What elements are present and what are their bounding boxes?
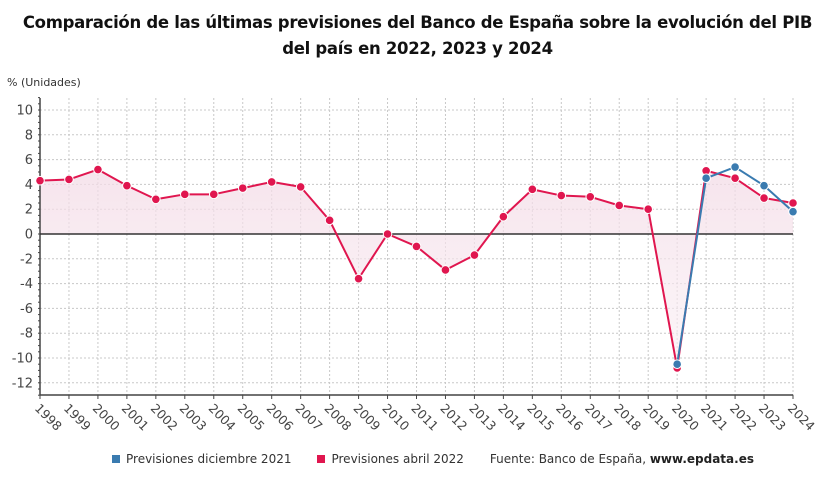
y-tick-label: -10 (12, 352, 33, 367)
data-point-abril-2022-2018 (614, 200, 625, 211)
x-tick-label: 2010 (379, 401, 412, 434)
x-tick-label: 1998 (32, 401, 65, 434)
data-point-abril-2022-2024 (788, 198, 798, 208)
data-point-abril-2022-2023 (759, 193, 769, 203)
x-tick-label: 2009 (350, 401, 383, 434)
legend-label: Previsiones diciembre 2021 (126, 452, 292, 466)
data-point-abril-2022-1998 (35, 175, 45, 186)
legend-swatch-red (317, 455, 326, 463)
x-tick-label: 2007 (293, 401, 326, 434)
chart-title-line-1: Comparación de las últimas previsiones d… (22, 13, 813, 32)
x-tick-label: 2019 (640, 401, 673, 434)
data-point-diciembre-2021-2020 (672, 359, 682, 370)
y-tick-label: 6 (25, 153, 33, 168)
y-tick-label: 0 (25, 228, 33, 243)
data-point-abril-2022-2011 (411, 241, 422, 252)
chart-title: Comparación de las últimas previsiones d… (0, 10, 835, 62)
x-tick-label: 2023 (756, 401, 789, 434)
y-axis-label: % (Unidades) (7, 76, 81, 89)
y-tick-label: -6 (20, 302, 33, 317)
source-note: Fuente: Banco de España, www.epdata.es (490, 452, 754, 466)
source-label: Fuente: Banco de España, (489, 452, 650, 466)
data-point-abril-2022-2017 (585, 192, 596, 202)
x-tick-label: 2001 (119, 401, 152, 434)
x-tick-labels: 1998199920002001200220032004200520062007… (32, 401, 818, 434)
legend-label: Previsiones abril 2022 (331, 452, 464, 466)
x-tick-label: 2024 (785, 401, 818, 434)
gridlines (40, 98, 794, 395)
data-point-abril-2022-2005 (237, 183, 248, 193)
legend-swatch-blue (112, 455, 120, 463)
data-point-abril-2022-2004 (208, 189, 219, 200)
y-tick-label: 4 (25, 178, 33, 193)
x-tick-label: 2021 (698, 401, 731, 434)
y-tick-label: 10 (16, 104, 33, 119)
x-tick-label: 2020 (669, 401, 702, 434)
data-point-abril-2022-2003 (180, 189, 190, 200)
x-tick-label: 2013 (466, 401, 499, 434)
axes (38, 97, 794, 399)
data-point-abril-2022-2016 (556, 190, 567, 201)
x-tick-label: 2016 (553, 401, 586, 434)
data-point-abril-2022-2006 (266, 177, 277, 187)
x-tick-label: 2015 (524, 401, 557, 434)
y-tick-label: 8 (25, 128, 33, 143)
data-point-abril-2022-2012 (440, 265, 451, 275)
series-points (35, 162, 798, 373)
data-point-diciembre-2021-2021 (701, 173, 711, 183)
x-tick-label: 1999 (61, 401, 94, 434)
x-tick-label: 2000 (90, 401, 123, 434)
data-point-abril-2022-1999 (64, 174, 74, 185)
x-tick-label: 2005 (235, 401, 268, 434)
x-tick-label: 2017 (582, 401, 615, 434)
data-point-abril-2022-2008 (324, 215, 335, 226)
legend: Previsiones diciembre 2021 Previsiones a… (112, 452, 754, 466)
data-point-abril-2022-2019 (643, 204, 653, 214)
data-point-abril-2022-2002 (151, 194, 161, 205)
x-tick-label: 2008 (321, 401, 354, 434)
x-tick-label: 2011 (408, 401, 441, 434)
x-tick-label: 2022 (727, 401, 760, 434)
y-tick-label: -8 (20, 327, 33, 342)
x-tick-label: 2014 (495, 401, 528, 434)
x-tick-label: 2012 (437, 401, 470, 434)
x-tick-label: 2006 (264, 401, 297, 434)
data-point-abril-2022-2000 (93, 164, 103, 175)
y-tick-label: -4 (20, 277, 33, 292)
x-tick-label: 2003 (177, 401, 210, 434)
data-point-diciembre-2021-2022 (730, 162, 740, 172)
y-tick-label: 2 (25, 203, 33, 218)
data-point-abril-2022-2022 (730, 173, 740, 183)
y-tick-label: -2 (20, 252, 33, 267)
data-point-abril-2022-2015 (527, 184, 538, 195)
source-link[interactable]: www.epdata.es (649, 452, 754, 466)
y-tick-label: -12 (12, 376, 33, 391)
data-point-abril-2022-2010 (382, 229, 393, 239)
area-fill (40, 169, 793, 368)
y-tick-labels: 10 8 6 4 2 0 -2 -4 -6 -8 -10 -12 (12, 104, 33, 392)
legend-item-diciembre-2021[interactable]: Previsiones diciembre 2021 (112, 452, 291, 466)
data-point-diciembre-2021-2023 (759, 180, 769, 191)
data-point-abril-2022-2001 (122, 180, 132, 191)
data-point-abril-2022-2013 (469, 250, 480, 260)
data-point-abril-2022-2007 (295, 182, 306, 192)
chart-title-line-2: del país en 2022, 2023 y 2024 (282, 39, 553, 58)
area-fill-abril-2022 (40, 169, 793, 368)
data-point-abril-2022-2014 (498, 211, 509, 222)
x-tick-label: 2018 (611, 401, 644, 434)
legend-item-abril-2022[interactable]: Previsiones abril 2022 (317, 452, 464, 466)
data-point-diciembre-2021-2024 (788, 206, 798, 217)
x-tick-label: 2004 (206, 401, 239, 434)
data-point-abril-2022-2009 (353, 273, 364, 284)
x-tick-label: 2002 (148, 401, 181, 434)
